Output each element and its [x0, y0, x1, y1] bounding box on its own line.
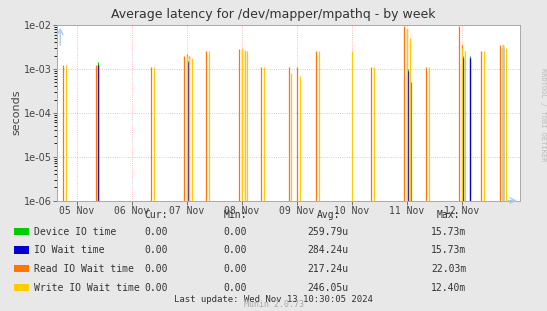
- Text: 15.73m: 15.73m: [431, 245, 466, 255]
- Text: Cur:: Cur:: [144, 210, 167, 220]
- Text: 0.00: 0.00: [224, 283, 247, 293]
- Text: Average latency for /dev/mapper/mpathq - by week: Average latency for /dev/mapper/mpathq -…: [111, 8, 436, 21]
- Text: Read IO Wait time: Read IO Wait time: [34, 264, 134, 274]
- Text: Min:: Min:: [224, 210, 247, 220]
- Text: 22.03m: 22.03m: [431, 264, 466, 274]
- Text: 259.79u: 259.79u: [307, 227, 349, 237]
- Text: Last update: Wed Nov 13 10:30:05 2024: Last update: Wed Nov 13 10:30:05 2024: [174, 295, 373, 304]
- Text: 15.73m: 15.73m: [431, 227, 466, 237]
- Text: 12.40m: 12.40m: [431, 283, 466, 293]
- Text: RRDTOOL / TOBI OETIKER: RRDTOOL / TOBI OETIKER: [540, 68, 546, 162]
- Text: Write IO Wait time: Write IO Wait time: [34, 283, 139, 293]
- Text: 0.00: 0.00: [224, 227, 247, 237]
- Text: 284.24u: 284.24u: [307, 245, 349, 255]
- Text: 0.00: 0.00: [144, 227, 167, 237]
- Text: Max:: Max:: [437, 210, 460, 220]
- Text: Device IO time: Device IO time: [34, 227, 116, 237]
- Text: 0.00: 0.00: [224, 264, 247, 274]
- Text: Avg:: Avg:: [317, 210, 340, 220]
- Text: 0.00: 0.00: [224, 245, 247, 255]
- Text: 0.00: 0.00: [144, 283, 167, 293]
- Text: Munin 2.0.73: Munin 2.0.73: [243, 300, 304, 309]
- Text: 246.05u: 246.05u: [307, 283, 349, 293]
- Text: 0.00: 0.00: [144, 264, 167, 274]
- Y-axis label: seconds: seconds: [11, 90, 21, 136]
- Text: IO Wait time: IO Wait time: [34, 245, 104, 255]
- Text: 217.24u: 217.24u: [307, 264, 349, 274]
- Text: 0.00: 0.00: [144, 245, 167, 255]
